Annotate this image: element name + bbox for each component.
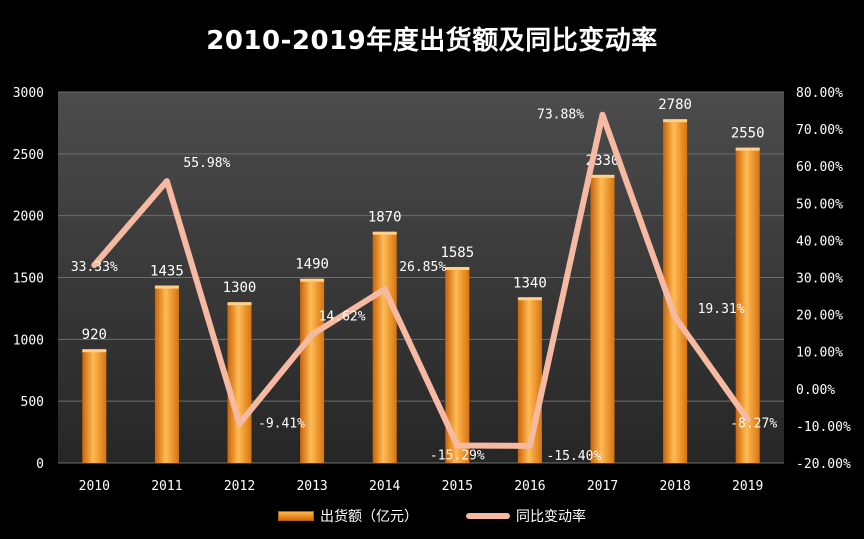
x-tick-label: 2017 [587,479,618,494]
legend-swatch-line [466,513,510,519]
y-right-tick-label: 80.00% [796,86,843,101]
bar-data-label: 920 [82,327,107,343]
bar-data-label: 1340 [513,275,547,291]
line-data-label: 26.85% [399,260,446,275]
bar-data-label: 1300 [223,280,257,296]
x-tick-label: 2016 [514,479,545,494]
y-right-tick-label: 10.00% [796,346,843,361]
legend-label-sales: 出货额（亿元） [320,509,418,525]
line-data-label: 33.33% [71,260,118,275]
bar-cap [372,231,397,235]
bar [590,174,615,463]
bar-data-label: 2780 [658,97,692,113]
bar-cap [82,349,107,353]
line-data-label: 55.98% [183,156,230,171]
bar-data-label: 1870 [368,210,402,226]
y-right-tick-label: -10.00% [796,420,851,435]
x-tick-label: 2013 [296,479,327,494]
bar-data-label: 1490 [295,257,329,273]
line-data-label: -15.40% [547,449,602,464]
bar-cap [227,302,252,306]
bar [227,302,252,463]
bar-cap [154,285,179,289]
y-left-tick-label: 3000 [13,86,44,101]
legend: 出货额（亿元） 同比变动率 [0,506,864,526]
y-left-tick-label: 500 [21,395,44,410]
legend-item-rate: 同比变动率 [466,506,586,526]
bar-data-label: 2550 [731,126,765,142]
x-tick-label: 2011 [151,479,182,494]
y-right-tick-label: -20.00% [796,457,851,472]
y-left-tick-label: 1500 [13,272,44,287]
y-right-tick-label: 20.00% [796,309,843,324]
line-data-label: 73.88% [537,108,584,123]
y-right-tick-label: 40.00% [796,234,843,249]
y-right-tick-label: 60.00% [796,160,843,175]
line-data-label: 14.62% [319,310,366,325]
bar [154,285,179,463]
chart-svg: 0 500 1000 1500 2000 2500 3000 -20.00% -10.00% 0… [13,86,851,494]
line-data-label: 19.31% [698,302,745,317]
x-tick-label: 2019 [732,479,763,494]
line-data-label: -15.29% [430,449,485,464]
legend-swatch-bar [278,511,314,521]
rate-series-line [91,111,751,449]
bar-cap [590,174,615,178]
y-left-tick-label: 0 [36,457,44,472]
bar-cap [735,147,760,151]
bar-cap [445,266,470,270]
x-tick-label: 2010 [79,479,110,494]
x-tick-label: 2018 [659,479,690,494]
x-tick-label: 2015 [442,479,473,494]
y-right-tick-label: 30.00% [796,272,843,287]
y-right-tick-label: 0.00% [796,383,835,398]
y-right-tick-label: 70.00% [796,123,843,138]
y-right-tick-label: 50.00% [796,197,843,212]
bar-cap [663,119,688,123]
x-tick-label: 2012 [224,479,255,494]
legend-item-sales: 出货额（亿元） [278,506,418,526]
bar-data-label: 1435 [150,264,184,280]
bar-cap [300,278,325,282]
bar [300,278,325,463]
y-left-tick-label: 1000 [13,333,44,348]
y-left-tick-label: 2000 [13,210,44,225]
x-tick-label: 2014 [369,479,400,494]
line-data-label: -8.27% [730,416,777,431]
bar-data-label: 1585 [440,245,474,261]
bar [372,231,397,463]
y-left-tick-label: 2500 [13,148,44,163]
bar-cap [517,297,542,301]
chart-title: 2010-2019年度出货额及同比变动率 [206,26,658,56]
legend-label-rate: 同比变动率 [516,509,586,525]
line-data-label: -9.41% [258,417,305,432]
bar [82,349,107,463]
